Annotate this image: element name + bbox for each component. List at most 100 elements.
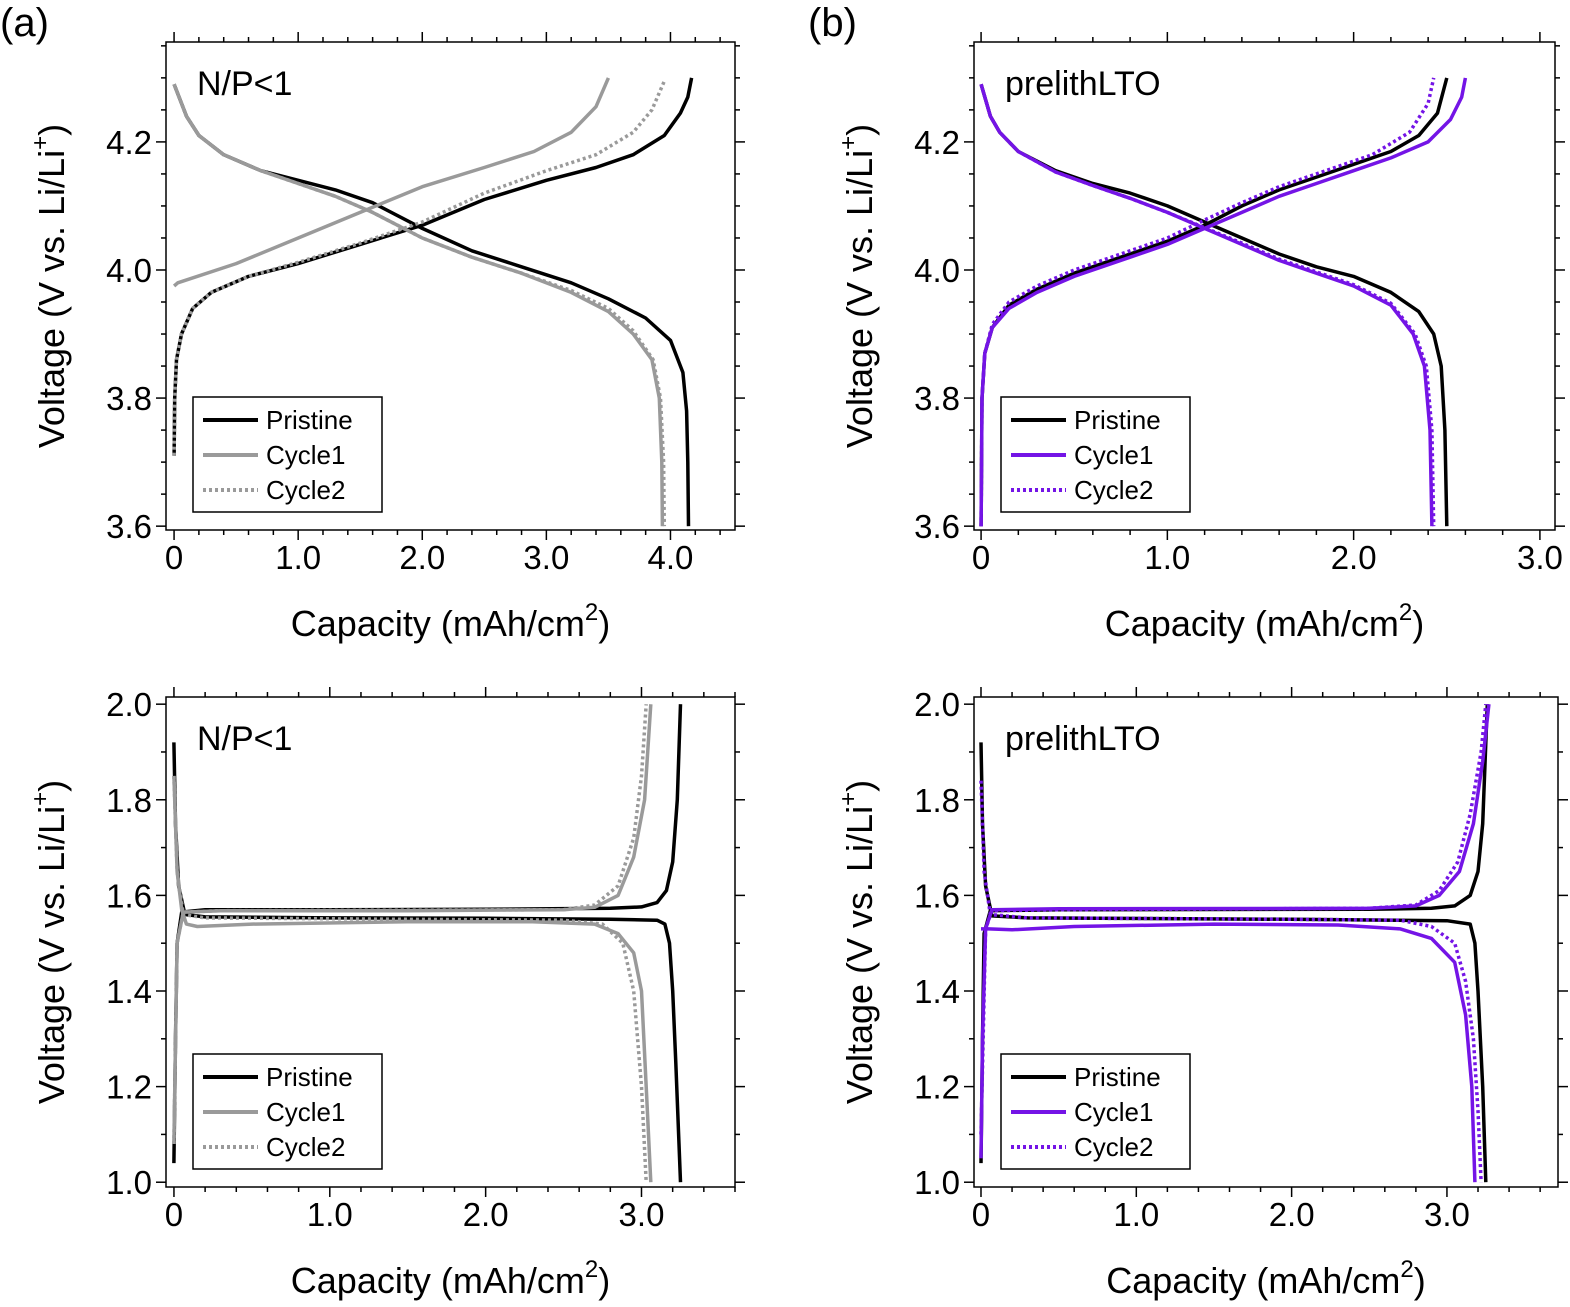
x-tick-label: 2.0 [463,1196,509,1233]
legend-label: Cycle2 [266,475,345,505]
legend-label: Cycle1 [266,1097,345,1127]
legend-label: Cycle1 [266,440,345,470]
panel-annotation: prelithLTO [1005,65,1161,103]
series-cycle2-curve-0 [979,780,1483,1183]
legend-label: Cycle2 [266,1132,345,1162]
x-axis-label-end: ) [598,1260,610,1301]
legend: Pristine Cycle1 Cycle2 [1000,1053,1191,1170]
plot-area [979,704,1491,1183]
series-cycle2-curve-1 [979,704,1488,1135]
x-tick-label: 1.0 [275,539,321,576]
legend-label: Cycle1 [1074,1097,1153,1127]
series-cycle1-curve-1 [172,77,611,288]
x-axis-label: Capacity (mAh/cm2) [1105,599,1424,644]
plot-frame [973,41,1556,531]
series-cycle1-curve-0 [981,922,1477,1183]
x-axis-label-text: Capacity (mAh/cm [1106,1260,1400,1301]
subplot-0: 0 1.0 2.0 3.0 4.0 3.6 3.8 4.0 4.2 Capacity (mAh/c… [27,32,745,644]
x-tick-label: 3.0 [1517,539,1563,576]
subplot-2: 0 1.0 2.0 3.0 1.0 1.2 1.4 1.6 1.8 2.0 Capacity (mA… [27,686,745,1301]
x-tick-label: 0 [972,1196,990,1233]
x-axis-label-sup: 2 [1400,1256,1413,1283]
x-axis-label-text: Capacity (mAh/cm [1105,603,1399,644]
y-tick-label: 4.0 [914,252,960,289]
panel-label-b: (b) [808,1,857,45]
y-axis-label-sup: + [835,136,862,150]
series-cycle2-curve-0 [172,775,648,1183]
y-tick-label: 1.6 [914,877,960,914]
plot-frame [973,696,1559,1188]
plot-frame [165,41,736,531]
y-tick-label: 4.2 [914,124,960,161]
x-tick-label: 0 [972,539,990,576]
y-axis-label-end: ) [839,780,880,792]
x-axis-label-end: ) [1412,603,1424,644]
x-tick-label: 2.0 [1331,539,1377,576]
y-axis-label-sup: + [27,136,54,150]
y-tick-label: 4.0 [106,252,152,289]
x-axis-label-text: Capacity (mAh/cm [291,603,585,644]
plot-frame [165,696,736,1188]
plot-area [979,77,1468,527]
panel-label-a: (a) [0,1,49,45]
legend: Pristine Cycle1 Cycle2 [192,396,383,513]
y-axis-label: Voltage (V vs. Li/Li+) [835,124,880,448]
panel-annotation: N/P<1 [197,65,292,103]
y-axis-label-sup: + [27,792,54,806]
x-tick-label: 0 [165,539,183,576]
x-axis-label-sup: 2 [585,599,598,626]
plot-area [172,77,694,527]
x-axis-label-sup: 2 [585,1256,598,1283]
legend-label: Pristine [266,1062,353,1092]
y-tick-label: 1.2 [914,1069,960,1106]
y-axis-label-end: ) [839,124,880,136]
subplot-3: 0 1.0 2.0 3.0 1.0 1.2 1.4 1.6 1.8 2.0 Capacity (mA… [835,686,1568,1301]
legend-label: Pristine [1074,405,1161,435]
y-tick-label: 3.6 [914,508,960,545]
x-tick-label: 3.0 [1424,1196,1470,1233]
x-tick-label: 2.0 [399,539,445,576]
y-axis-label-end: ) [31,124,72,136]
series-cycle2-curve-0 [172,83,667,527]
x-tick-label: 1.0 [1113,1196,1159,1233]
y-axis-label: Voltage (V vs. Li/Li+) [27,780,72,1104]
series-cycle2-curve-1 [172,704,648,1145]
y-axis-label-end: ) [31,780,72,792]
y-tick-label: 1.0 [914,1164,960,1201]
y-axis-label-text: Voltage (V vs. Li/Li [31,806,72,1104]
x-axis-label-sup: 2 [1399,599,1412,626]
y-tick-label: 1.6 [106,877,152,914]
x-tick-label: 3.0 [619,1196,665,1233]
y-axis-label-text: Voltage (V vs. Li/Li [31,150,72,448]
x-axis-label-text: Capacity (mAh/cm [291,1260,585,1301]
legend-label: Cycle2 [1074,475,1153,505]
y-tick-label: 1.2 [106,1069,152,1106]
x-axis-label-end: ) [1414,1260,1426,1301]
x-axis-label: Capacity (mAh/cm2) [291,1256,610,1301]
series-pristine-curve-1 [172,77,694,456]
panel-annotation: prelithLTO [1005,720,1161,758]
plot-area [172,704,683,1183]
y-tick-label: 1.8 [106,782,152,819]
y-tick-label: 1.4 [106,973,152,1010]
y-tick-label: 2.0 [914,686,960,723]
subplot-1: 0 1.0 2.0 3.0 3.6 3.8 4.0 4.2 Capacity (mAh/cm2)… [835,32,1565,644]
legend-label: Cycle1 [1074,440,1153,470]
y-tick-label: 1.4 [914,973,960,1010]
series-cycle2-curve-0 [979,83,1436,527]
y-tick-label: 3.8 [914,380,960,417]
x-axis-label-end: ) [598,603,610,644]
legend-label: Pristine [1074,1062,1161,1092]
y-tick-label: 1.0 [106,1164,152,1201]
legend-label: Pristine [266,405,353,435]
panel-annotation: N/P<1 [197,720,292,758]
x-tick-label: 2.0 [1269,1196,1315,1233]
series-cycle2-curve-1 [172,80,666,456]
y-axis-label: Voltage (V vs. Li/Li+) [835,780,880,1104]
y-axis-label: Voltage (V vs. Li/Li+) [27,124,72,448]
y-axis-label-sup: + [835,792,862,806]
y-tick-label: 1.8 [914,782,960,819]
x-tick-label: 1.0 [307,1196,353,1233]
y-tick-label: 3.6 [106,508,152,545]
